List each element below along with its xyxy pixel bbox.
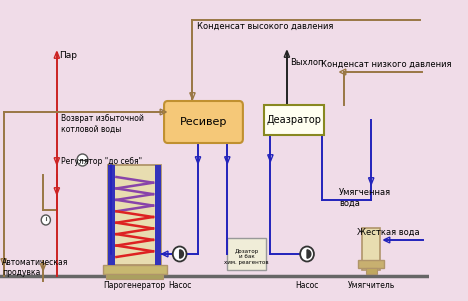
Circle shape: [77, 154, 88, 166]
Text: Умягченная
вода: Умягченная вода: [339, 188, 391, 207]
Text: Умягчитель: Умягчитель: [348, 281, 395, 290]
Bar: [362, 228, 380, 270]
Text: Возврат избыточной
котловой воды: Возврат избыточной котловой воды: [61, 114, 144, 133]
Text: Насос: Насос: [295, 281, 319, 290]
Bar: [102, 265, 167, 274]
Text: Конденсат высокого давления: Конденсат высокого давления: [197, 22, 333, 31]
FancyBboxPatch shape: [164, 101, 243, 143]
Bar: [106, 274, 163, 279]
Circle shape: [300, 247, 314, 262]
Text: Насос: Насос: [168, 281, 191, 290]
Bar: [108, 165, 115, 265]
Bar: [227, 238, 266, 270]
Text: Деазратор: Деазратор: [267, 115, 322, 125]
Polygon shape: [180, 250, 183, 258]
Polygon shape: [307, 250, 311, 258]
Text: Парогенератор: Парогенератор: [104, 281, 166, 290]
Bar: [264, 105, 324, 135]
Text: Автоматическая
продувка: Автоматическая продувка: [2, 258, 68, 278]
Text: Конденсат низкого давления: Конденсат низкого давления: [321, 60, 451, 69]
Bar: [358, 260, 384, 268]
Bar: [366, 268, 377, 274]
Circle shape: [41, 215, 51, 225]
Text: Регулятор "до себя": Регулятор "до себя": [61, 157, 143, 166]
Text: Пар: Пар: [59, 51, 78, 60]
Text: Выхлоп: Выхлоп: [290, 58, 323, 67]
Bar: [108, 165, 161, 265]
Text: Жесткая вода: Жесткая вода: [358, 228, 420, 237]
Text: Дозатор
и бак
хим. реагентов: Дозатор и бак хим. реагентов: [224, 249, 269, 265]
Text: Ресивер: Ресивер: [180, 117, 227, 127]
Circle shape: [173, 247, 187, 262]
Bar: [155, 165, 161, 265]
